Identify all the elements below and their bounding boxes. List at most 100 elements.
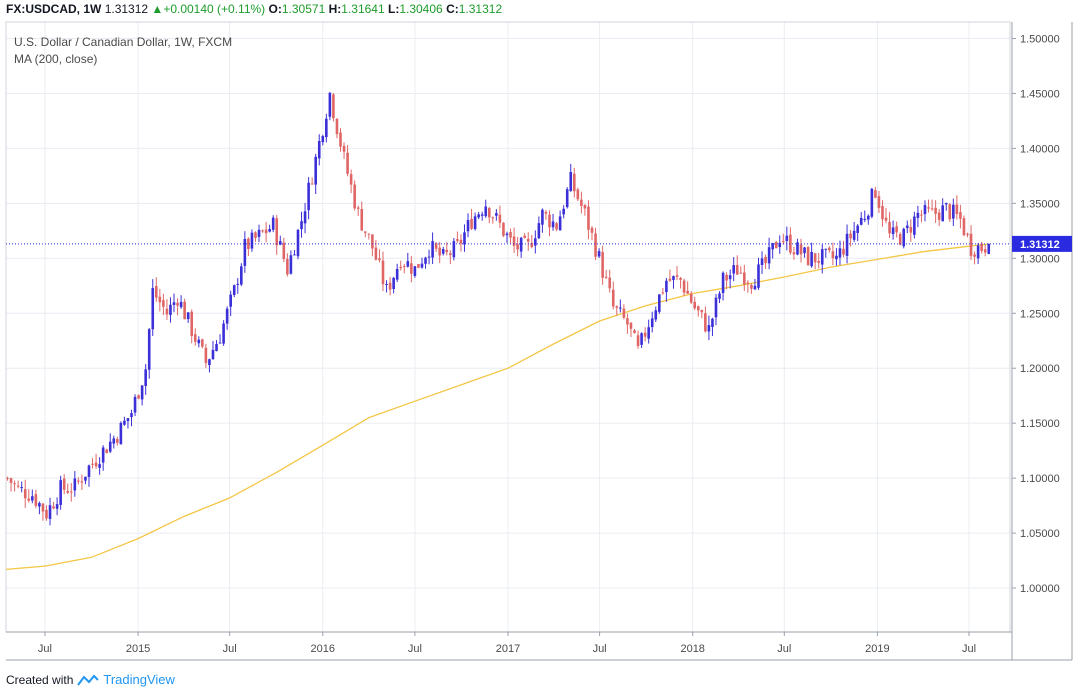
candle-body <box>48 505 52 519</box>
candle-body <box>739 272 743 274</box>
candle-body <box>243 239 247 266</box>
ma-200-line <box>5 243 989 571</box>
candle-body <box>229 294 232 307</box>
candle-body <box>952 204 955 219</box>
candle-body <box>463 232 466 245</box>
candle-body <box>505 233 509 236</box>
candle-body <box>293 254 296 256</box>
x-tick-label: Jul <box>38 643 52 655</box>
tradingview-brand[interactable]: TradingView <box>103 672 175 687</box>
candle-body <box>31 496 34 501</box>
candle-body <box>502 222 505 236</box>
candle-body <box>650 318 654 328</box>
candle-body <box>268 229 271 232</box>
price-chart[interactable]: 1.31312 1.00000 1.05000 1.10000 1.15000 1.20… <box>0 0 1079 670</box>
low-label: L: <box>388 2 400 16</box>
candle-body <box>973 254 976 257</box>
candle-body <box>923 205 927 215</box>
candle-body <box>335 118 339 135</box>
candle-body <box>183 301 186 320</box>
grid <box>6 22 1010 632</box>
candle-body <box>434 243 438 249</box>
candle-body <box>179 301 183 308</box>
candle-body <box>38 503 41 507</box>
candle-body <box>735 265 739 275</box>
candle-body <box>73 478 77 491</box>
candle-body <box>417 264 420 268</box>
candle-body <box>845 233 849 256</box>
candle-body <box>856 225 859 233</box>
candle-body <box>108 441 112 452</box>
candle-body <box>962 218 966 236</box>
candle-body <box>544 211 548 214</box>
candle-body <box>424 257 427 264</box>
candle-body <box>555 223 558 230</box>
candle-body <box>796 242 799 255</box>
candle-body <box>431 241 434 258</box>
candle-body <box>342 145 346 152</box>
candle-body <box>668 278 672 281</box>
candle-body <box>94 462 98 467</box>
y-tick-label: 1.25000 <box>1020 308 1060 320</box>
candle-body <box>356 207 360 209</box>
candle-body <box>948 204 952 220</box>
y-tick-label: 1.10000 <box>1020 473 1060 485</box>
candles[interactable] <box>6 92 991 526</box>
candle-body <box>80 481 84 483</box>
candle-body <box>137 395 140 399</box>
candle-body <box>930 208 934 210</box>
candle-body <box>604 276 608 278</box>
candle-body <box>300 221 303 230</box>
candle-body <box>321 136 325 143</box>
candle-body <box>392 277 395 289</box>
candle-body <box>215 343 218 352</box>
candle-body <box>969 233 973 256</box>
y-tick-label: 1.20000 <box>1020 363 1060 375</box>
candle-body <box>711 318 714 327</box>
candle-body <box>898 234 902 245</box>
candle-body <box>140 385 144 400</box>
candle-body <box>154 286 158 298</box>
candle-body <box>689 293 693 303</box>
candle-body <box>247 238 250 249</box>
candle-body <box>778 242 782 248</box>
candle-body <box>817 261 821 263</box>
candle-body <box>420 263 424 268</box>
candle-body <box>902 228 906 247</box>
candle-body <box>704 313 707 332</box>
candle-body <box>16 485 20 487</box>
footer: Created with TradingView <box>6 672 175 687</box>
candle-body <box>789 234 792 253</box>
candle-body <box>112 438 116 444</box>
candle-body <box>983 249 987 253</box>
candle-body <box>799 244 803 255</box>
candle-body <box>597 251 601 257</box>
candle-body <box>980 243 983 251</box>
candle-body <box>813 253 817 263</box>
candle-body <box>601 252 604 278</box>
candle-body <box>325 118 328 138</box>
candle-body <box>257 229 261 237</box>
y-tick-label: 1.50000 <box>1020 33 1060 45</box>
candle-body <box>976 245 980 259</box>
low-value: 1.30406 <box>399 2 443 16</box>
y-tick-label: 1.35000 <box>1020 198 1060 210</box>
candle-body <box>944 202 948 205</box>
candle-body <box>891 227 895 235</box>
candle-body <box>842 248 845 255</box>
candle-body <box>438 247 441 256</box>
candle-body <box>714 297 718 318</box>
candle-body <box>774 242 778 249</box>
candle-body <box>913 216 916 235</box>
candle-body <box>884 217 888 221</box>
candle-body <box>41 503 45 512</box>
chart-title: U.S. Dollar / Canadian Dollar, 1W, FXCM <box>14 35 232 49</box>
candle-body <box>562 208 565 215</box>
candle-body <box>785 235 789 241</box>
y-axis[interactable]: 1.00000 1.05000 1.10000 1.15000 1.20000 1.250… <box>1012 33 1060 595</box>
candle-body <box>530 242 534 248</box>
candle-body <box>888 221 891 234</box>
x-axis[interactable]: Jul 2015 Jul 2016 Jul 2017 Jul 2018 Jul 2019 Jul <box>38 632 976 655</box>
candle-body <box>98 464 101 468</box>
candle-body <box>594 233 597 257</box>
